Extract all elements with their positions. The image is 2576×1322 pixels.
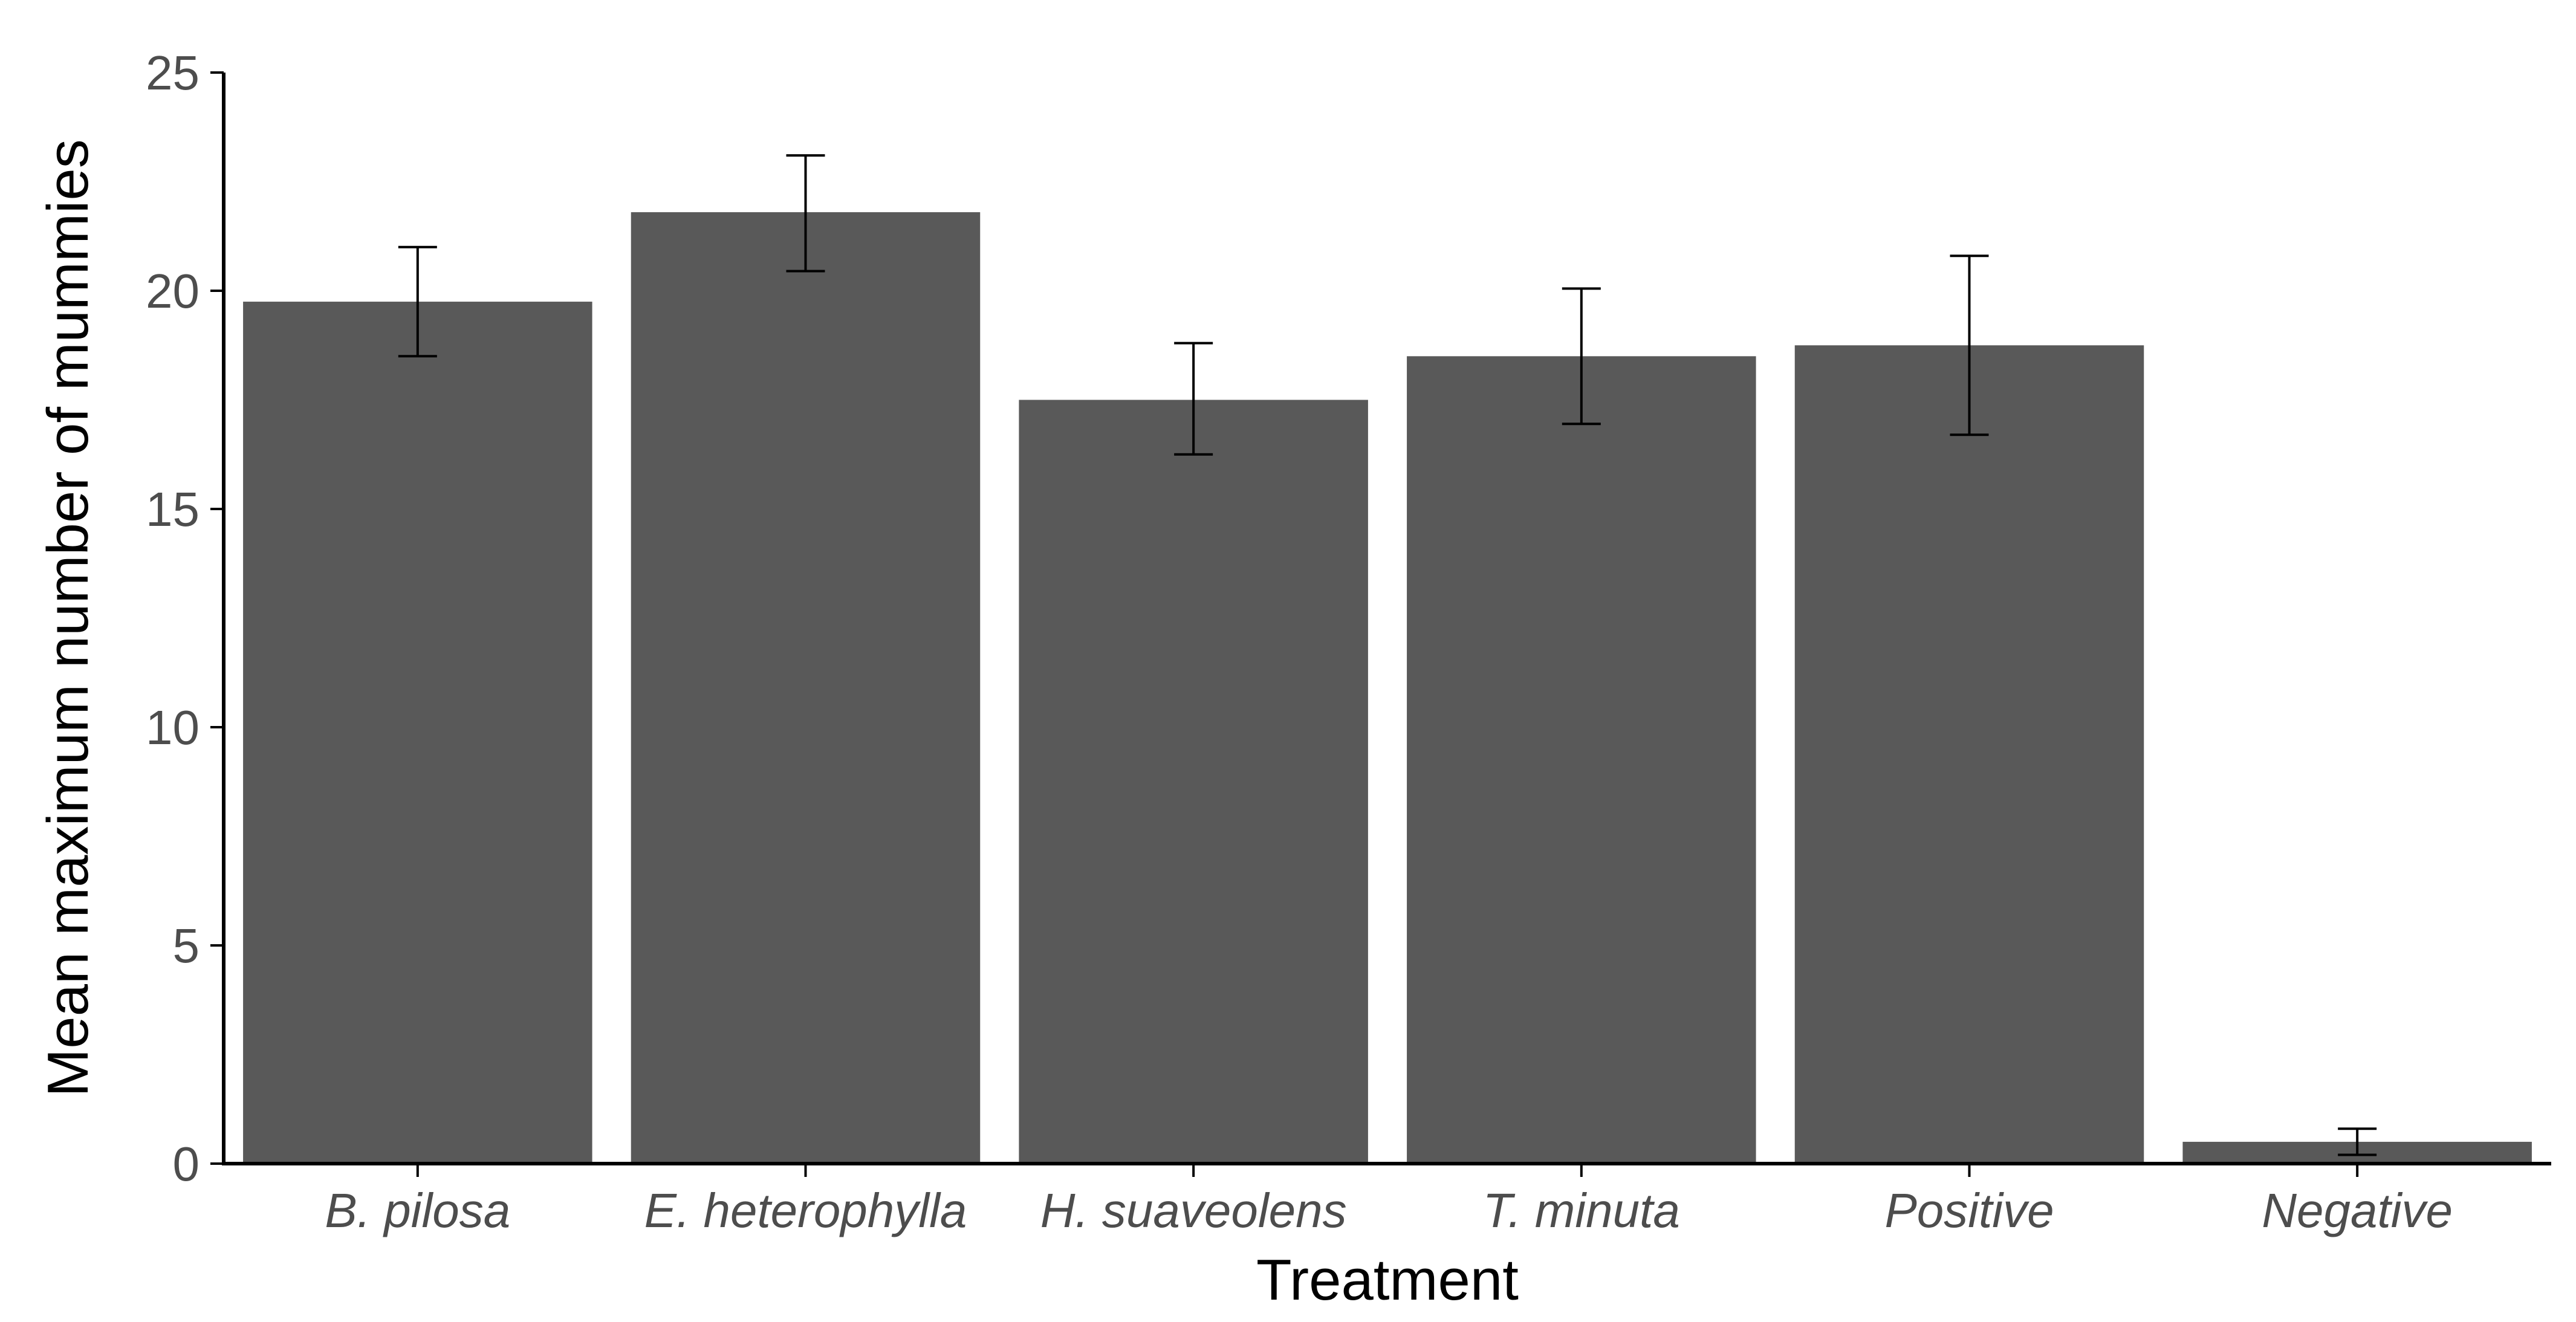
- y-axis-ticks: 0 5 10 15 20 25: [146, 46, 224, 1191]
- bar-0: [243, 302, 592, 1164]
- x-axis-title: Treatment: [1256, 1248, 1519, 1312]
- x-tick-label-2: H. suaveolens: [1040, 1184, 1347, 1237]
- x-tick-label-4: Positive: [1884, 1184, 2054, 1237]
- y-tick-label-1: 5: [173, 919, 200, 973]
- bars-group: [243, 212, 2532, 1164]
- x-tick-label-5: Negative: [2262, 1184, 2453, 1237]
- y-tick-label-0: 0: [173, 1137, 200, 1191]
- y-tick-label-4: 20: [146, 264, 200, 318]
- bar-3: [1407, 356, 1756, 1164]
- x-tick-label-0: B. pilosa: [325, 1184, 510, 1237]
- y-tick-label-2: 10: [146, 701, 200, 754]
- error-bar-4: [1950, 254, 1989, 436]
- bar-1: [631, 212, 981, 1164]
- error-bars-group: [398, 154, 2377, 1156]
- error-bar-0: [398, 245, 437, 358]
- error-bar-3: [1562, 287, 1601, 426]
- error-bar-1: [786, 154, 825, 273]
- error-bar-5: [2338, 1127, 2377, 1156]
- error-bar-2: [1174, 342, 1213, 456]
- x-axis-labels: B. pilosa E. heterophylla H. suaveolens T. …: [325, 1164, 2453, 1237]
- x-tick-label-1: E. heterophylla: [644, 1184, 967, 1237]
- x-tick-label-3: T. minuta: [1483, 1184, 1680, 1237]
- y-tick-label-3: 15: [146, 482, 200, 536]
- bar-2: [1019, 400, 1368, 1164]
- bar-4: [1794, 345, 2144, 1164]
- y-axis-title: Mean maximum number of mummies: [36, 139, 100, 1097]
- y-tick-label-5: 25: [146, 46, 200, 100]
